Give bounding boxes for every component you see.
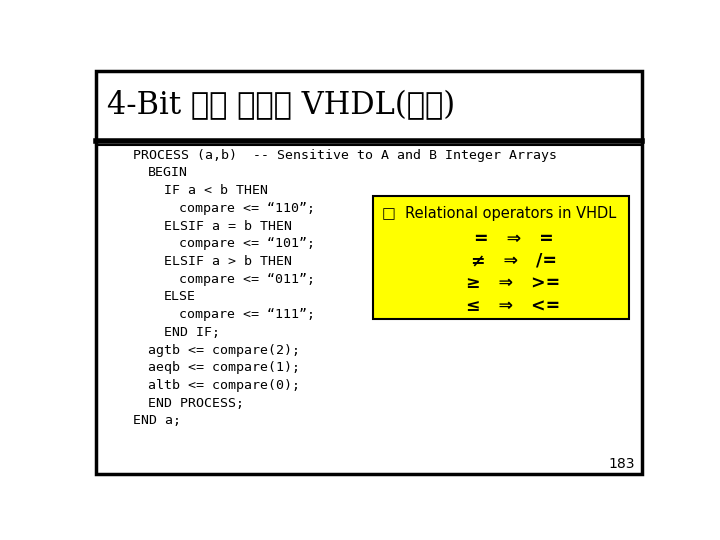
Text: 183: 183 xyxy=(608,457,635,470)
Text: aeqb <= compare(1);: aeqb <= compare(1); xyxy=(148,361,300,374)
Text: END a;: END a; xyxy=(132,414,181,427)
Text: agtb <= compare(2);: agtb <= compare(2); xyxy=(148,343,300,356)
Text: compare <= “101”;: compare <= “101”; xyxy=(179,237,315,250)
Text: altb <= compare(0);: altb <= compare(0); xyxy=(148,379,300,392)
Text: END PROCESS;: END PROCESS; xyxy=(148,397,244,410)
Text: PROCESS (a,b)  -- Sensitive to A and B Integer Arrays: PROCESS (a,b) -- Sensitive to A and B In… xyxy=(132,148,557,162)
Text: BEGIN: BEGIN xyxy=(148,166,188,179)
Text: =   ⇒   =: = ⇒ = xyxy=(474,230,554,247)
Text: ELSE: ELSE xyxy=(163,291,196,303)
Text: ≠   ⇒   /=: ≠ ⇒ /= xyxy=(471,252,557,270)
Text: □  Relational operators in VHDL: □ Relational operators in VHDL xyxy=(382,206,616,221)
Text: ELSIF a = b THEN: ELSIF a = b THEN xyxy=(163,220,292,233)
Text: ELSIF a > b THEN: ELSIF a > b THEN xyxy=(163,255,292,268)
Text: ≥   ⇒   >=: ≥ ⇒ >= xyxy=(467,274,561,292)
Text: ≤   ⇒   <=: ≤ ⇒ <= xyxy=(467,296,561,315)
Bar xyxy=(373,195,629,319)
Text: compare <= “110”;: compare <= “110”; xyxy=(179,202,315,215)
Text: compare <= “111”;: compare <= “111”; xyxy=(179,308,315,321)
Text: 4-Bit 크기 비교기 VHDL(계속): 4-Bit 크기 비교기 VHDL(계속) xyxy=(107,90,455,121)
Text: compare <= “011”;: compare <= “011”; xyxy=(179,273,315,286)
Text: IF a < b THEN: IF a < b THEN xyxy=(163,184,268,197)
Text: END IF;: END IF; xyxy=(163,326,220,339)
